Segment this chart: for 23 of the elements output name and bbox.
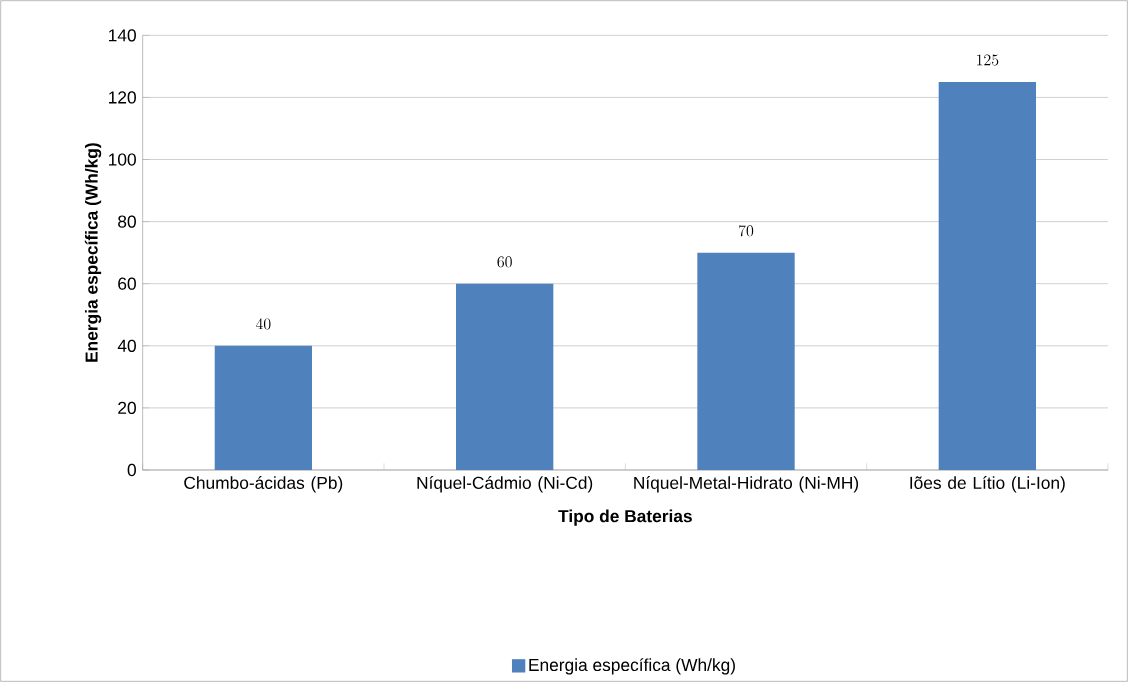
- y-tick-label: 0: [127, 463, 136, 477]
- y-tick-label: 100: [109, 153, 136, 166]
- y-tick-label: 140: [109, 29, 136, 42]
- bar: [697, 252, 795, 470]
- data-label: 70: [739, 225, 754, 237]
- bar: [938, 81, 1037, 470]
- y-tick-label: 20: [118, 401, 136, 415]
- data-label: 60: [497, 256, 512, 268]
- data-label: 125: [977, 54, 999, 66]
- y-tick-label: 60: [118, 277, 136, 290]
- y-tick-label: 80: [118, 215, 136, 228]
- bar: [214, 345, 312, 470]
- x-axis-title: Tipo de Baterias: [558, 509, 692, 526]
- x-tick-label: Iões de Lítio (Li-Ion): [910, 476, 1065, 493]
- x-tick-label: Chumbo-ácidas (Pb): [184, 476, 343, 493]
- legend-label: Energia específica (Wh/kg): [529, 658, 735, 675]
- y-axis-title: Energia específica (Wh/kg): [84, 143, 102, 362]
- x-tick-label: Níquel-Metal-Hidrato (Ni-MH): [634, 476, 859, 493]
- x-tick-label: Níquel-Cádmio (Ni-Cd): [417, 476, 593, 493]
- data-label: 40: [255, 318, 271, 330]
- y-tick-label: 120: [109, 91, 136, 104]
- y-tick-label: 40: [117, 339, 136, 352]
- bar: [456, 283, 554, 470]
